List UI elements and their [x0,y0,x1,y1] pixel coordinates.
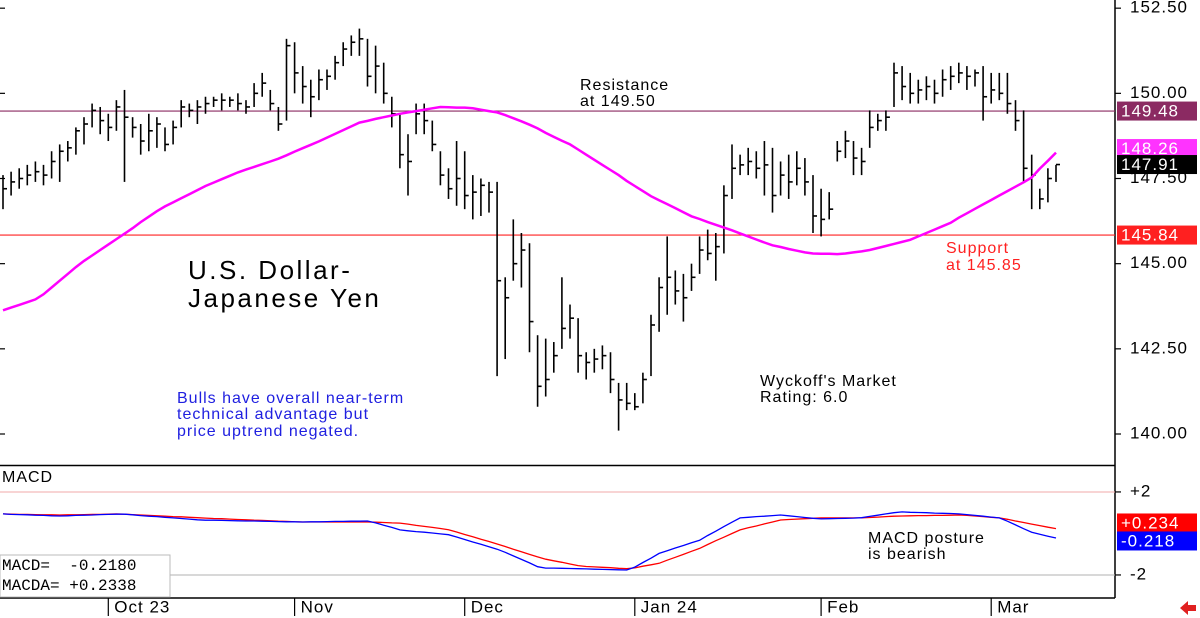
annotation: is bearish [868,546,946,563]
annotation: technical advantage but [177,406,369,423]
level-box-label: 149.48 [1121,102,1179,121]
y-tick-label: 150.00 [1130,83,1188,102]
panel-title: MACD [2,469,53,486]
chart-title: U.S. Dollar- [188,255,352,285]
level-label: at 145.85 [946,257,1022,274]
annotation: Wyckoff's Market [760,373,897,390]
overlay-box-label: 148.26 [1121,139,1179,158]
readout-box [0,554,171,598]
y-tick-label: 145.00 [1130,253,1188,272]
level-box-label: 145.84 [1121,226,1179,245]
level-box [1117,225,1197,245]
y-tick-label: +2 [1130,481,1151,500]
x-tick-label: Dec [471,597,504,616]
annotation: MACD posture [868,530,985,547]
last-value-box-label: -0.218 [1121,531,1175,550]
x-tick-label: Jan 24 [641,597,698,616]
readout: MACD= -0.2180 [2,557,136,575]
x-tick-label: Feb [827,597,859,616]
macd-line [2,513,1057,570]
overlay-box [1117,139,1197,159]
y-tick-label: 152.50 [1130,0,1188,17]
macd-line [2,511,1057,571]
x-tick-label: Mar [997,597,1029,616]
annotation: price uptrend negated. [177,423,359,440]
level-box [1117,101,1197,121]
level-label: Resistance [580,77,669,94]
readout: MACDA= +0.2338 [2,577,136,595]
close-box-label: 147.91 [1121,155,1179,174]
last-value-box [1117,513,1197,533]
plot-layer [0,28,1115,576]
chart-title: Japanese Yen [188,283,381,313]
x-tick-label: Oct 23 [114,597,170,616]
annotation: Rating: 6.0 [760,389,848,406]
level-label: at 149.50 [580,93,656,110]
close-box [1117,155,1197,175]
nav-arrow[interactable] [1180,601,1196,615]
level-label: Support [946,240,1009,257]
x-tick-label: Nov [301,597,334,616]
y-tick-label: 142.50 [1130,338,1188,357]
y-tick-label: 140.00 [1130,423,1188,442]
annotation: Bulls have overall near-term [177,390,404,407]
last-value-box-label: +0.234 [1121,513,1179,532]
y-tick-label: -2 [1130,564,1147,583]
last-value-box [1117,531,1197,551]
moving-average [2,105,1057,312]
